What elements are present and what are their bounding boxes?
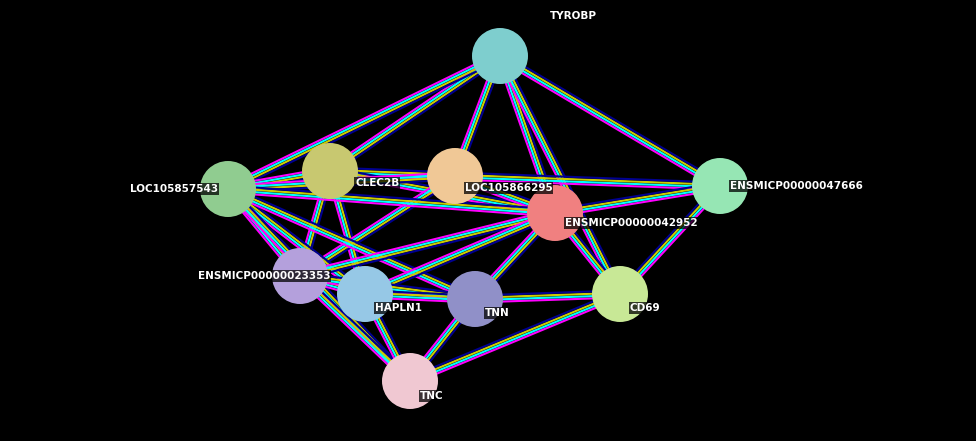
Circle shape <box>527 185 583 241</box>
Text: ENSMICP00000042952: ENSMICP00000042952 <box>565 218 698 228</box>
Text: HAPLN1: HAPLN1 <box>375 303 422 313</box>
Text: ENSMICP00000047666: ENSMICP00000047666 <box>730 181 863 191</box>
Text: LOC105866295: LOC105866295 <box>465 183 552 193</box>
Circle shape <box>272 248 328 304</box>
Circle shape <box>427 148 483 204</box>
Circle shape <box>692 158 748 214</box>
Circle shape <box>302 143 358 199</box>
Circle shape <box>200 161 256 217</box>
Text: TYROBP: TYROBP <box>550 11 597 21</box>
Circle shape <box>382 353 438 409</box>
Text: ENSMICP00000023353: ENSMICP00000023353 <box>198 271 331 281</box>
Text: LOC105857543: LOC105857543 <box>130 184 218 194</box>
Text: CLEC2B: CLEC2B <box>355 178 399 188</box>
Text: TNN: TNN <box>485 308 509 318</box>
Circle shape <box>447 271 503 327</box>
Text: CD69: CD69 <box>630 303 661 313</box>
Circle shape <box>472 28 528 84</box>
Circle shape <box>337 266 393 322</box>
Circle shape <box>592 266 648 322</box>
Text: TNC: TNC <box>420 391 444 401</box>
